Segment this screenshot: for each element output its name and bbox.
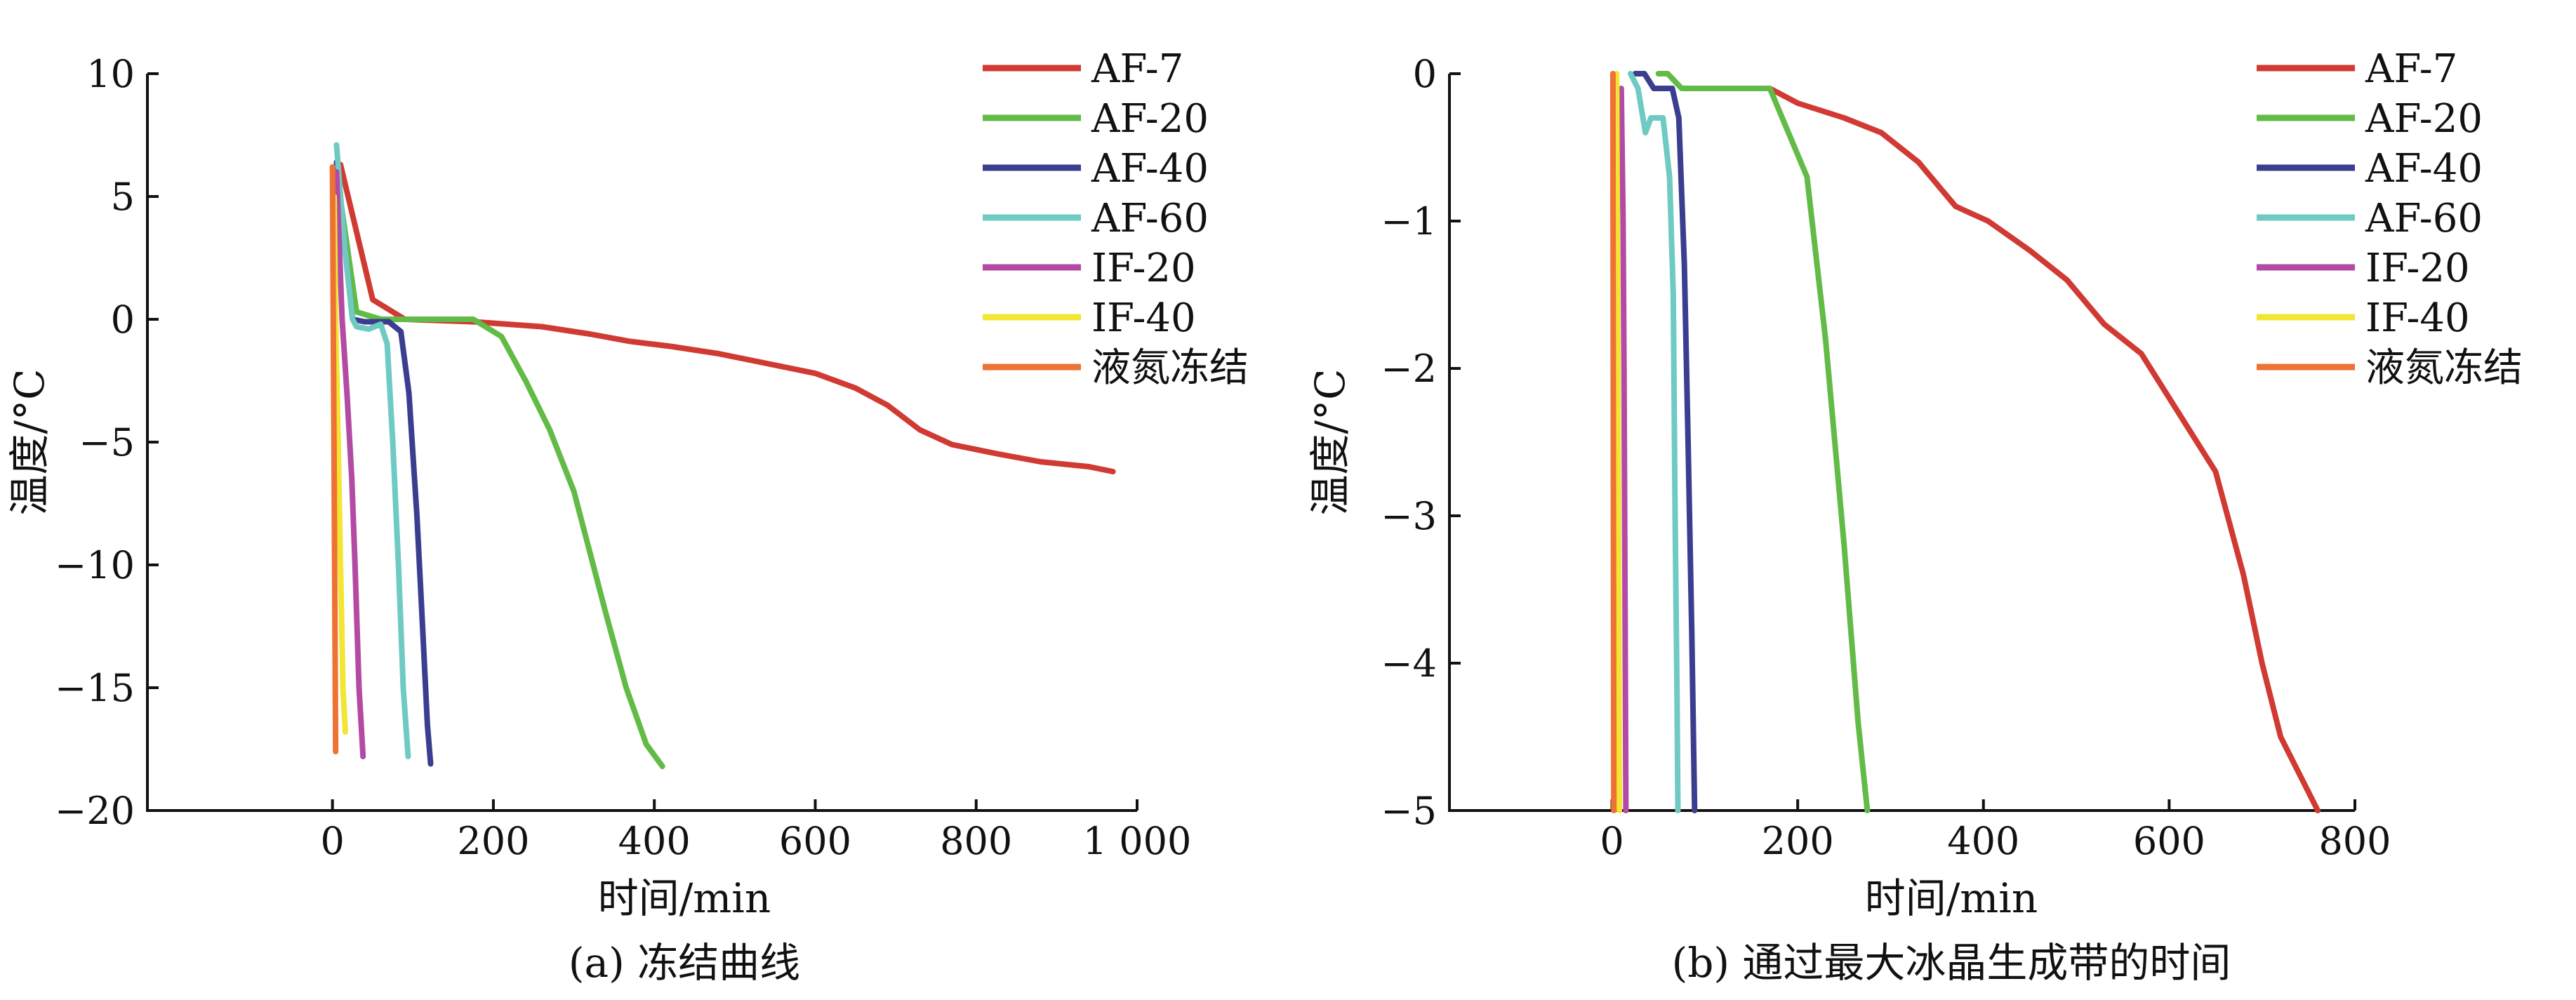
series-line-液氮冻结 [329,164,339,754]
y-tick-label: −3 [1381,494,1437,538]
legend-label: 液氮冻结 [1091,345,1249,391]
series-line-IF-20 [1618,86,1629,813]
x-tick-label: 600 [779,819,851,863]
y-tick-label: −5 [79,420,135,465]
series-line-AF-60 [333,142,411,759]
series-line-IF-40 [1614,71,1623,813]
y-tick-label: −1 [1381,199,1437,244]
legend-label: 液氮冻结 [2365,345,2523,391]
x-axis-label-a: 时间/min [598,874,771,922]
series-line-AF-60 [1628,71,1681,813]
x-tick-label: 400 [1947,819,2019,863]
y-tick-label: −4 [1381,641,1437,686]
legend-label: AF-60 [1091,196,1209,241]
series-line-AF-40 [1632,71,1698,813]
legend-label: AF-7 [2365,46,2457,92]
series-line-AF-7 [1767,86,2321,813]
legend-label: AF-7 [1091,46,1183,92]
x-tick-label: 800 [940,819,1012,863]
y-axis-label-a: 温度/°C [6,369,53,516]
legend-label: IF-40 [2365,295,2470,341]
caption-b: (b) 通过最大冰晶生成带的时间 [1672,939,2231,987]
axis-frame-b [1448,74,2355,812]
x-tick-label: 1 000 [1083,819,1192,863]
y-tick-label: 10 [86,52,135,96]
y-tick-label: −2 [1381,347,1437,391]
y-tick-label: −20 [55,789,135,833]
series-line-AF-20 [333,169,665,769]
x-tick-label: 0 [320,819,344,863]
chart-panel-b: 0 −1 −2 −3 −4 −5 0 200 400 600 800 AF-7AF-20AF-40… [1306,46,2523,987]
x-tick-label: 200 [457,819,529,863]
legend-label: IF-20 [1091,246,1196,291]
x-tick-label: 400 [618,819,691,863]
y-axis-label-b: 温度/°C [1306,369,1354,516]
series-line-液氮冻结 [1609,71,1617,813]
legend-label: AF-20 [1091,96,1209,142]
legend-label: AF-20 [2365,96,2483,142]
axis-frame-a [146,74,1137,812]
y-tick-label: 5 [111,175,135,219]
series-line-IF-20 [333,169,366,759]
legend-label: AF-40 [1091,146,1209,192]
series-group-a [329,142,1116,769]
legend-label: IF-40 [1091,295,1196,341]
y-ticks-a: 10 5 0 −5 −10 −15 −20 [55,52,159,833]
x-tick-label: 600 [2133,819,2205,863]
x-ticks-a: 0 200 400 600 800 1 000 [320,799,1191,863]
y-tick-label: −5 [1381,789,1437,833]
x-tick-label: 800 [2318,819,2391,863]
legend-label: AF-40 [2365,146,2483,192]
series-group-b [1609,71,2321,813]
y-tick-label: 0 [1413,52,1437,96]
series-line-AF-20 [1655,71,1871,813]
x-axis-label-b: 时间/min [1865,874,2038,922]
y-ticks-b: 0 −1 −2 −3 −4 −5 [1381,52,1461,833]
y-tick-label: 0 [111,298,135,342]
y-tick-label: −15 [55,666,135,710]
x-tick-label: 0 [1600,819,1624,863]
caption-a: (a) 冻结曲线 [569,939,800,987]
legend-label: AF-60 [2365,196,2483,241]
y-tick-label: −10 [55,543,135,587]
x-ticks-b: 0 200 400 600 800 [1600,799,2391,863]
legend-label: IF-20 [2365,246,2470,291]
x-tick-label: 200 [1762,819,1834,863]
